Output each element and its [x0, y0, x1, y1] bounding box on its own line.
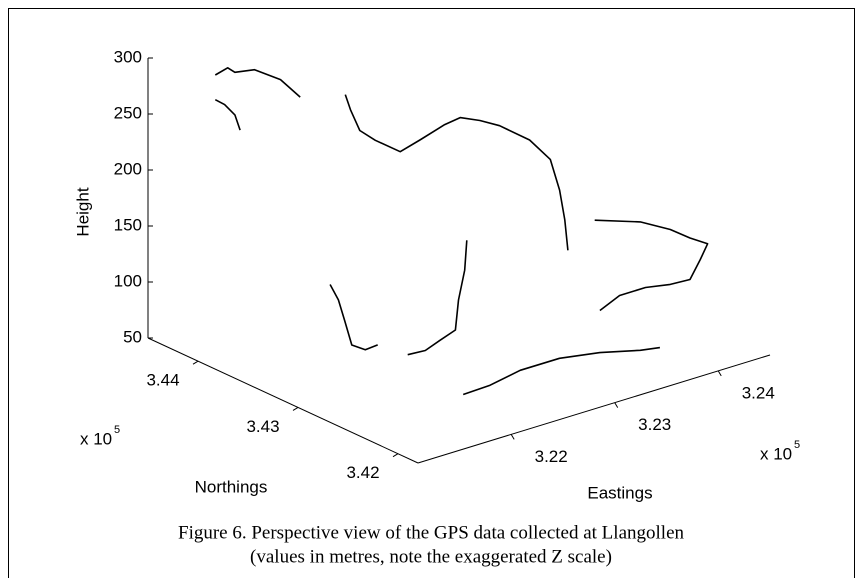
x-tick [717, 370, 722, 377]
z-tick-label: 300 [114, 47, 142, 66]
gps-track [344, 94, 569, 251]
gps-track [407, 240, 468, 356]
y-tick [392, 453, 399, 458]
x-tick-label: 3.24 [742, 383, 775, 402]
gps-track [594, 219, 709, 312]
x-tick-label: 3.22 [535, 447, 568, 466]
z-axis-label: Height [73, 187, 92, 236]
gps-track [214, 67, 301, 98]
z-tick-label: 150 [114, 215, 142, 234]
y-tick [192, 360, 199, 365]
y-tick-label: 3.43 [246, 417, 279, 436]
x-tick [614, 402, 619, 408]
y-tick-label: 3.42 [346, 463, 379, 482]
gps-track [329, 284, 378, 351]
gps-track [462, 346, 661, 396]
y-multiplier: x 10 [80, 429, 112, 448]
x-multiplier: x 10 [760, 444, 792, 463]
y-axis [147, 337, 419, 464]
x-tick-label: 3.23 [638, 415, 671, 434]
z-tick-label: 100 [114, 271, 142, 290]
caption-line: (values in metres, note the exaggerated … [250, 546, 612, 567]
z-tick-label: 250 [114, 103, 142, 122]
x-axis [417, 354, 771, 464]
z-tick-label: 200 [114, 159, 142, 178]
y-exponent: 5 [114, 424, 120, 436]
x-tick [510, 434, 515, 440]
y-tick [292, 407, 299, 411]
gps-track [214, 98, 241, 131]
frame [8, 8, 855, 578]
x-exponent: 5 [794, 439, 800, 451]
y-axis-label: Northings [195, 477, 268, 496]
x-axis-label: Eastings [587, 483, 652, 502]
y-tick-label: 3.44 [146, 371, 179, 390]
z-tick-label: 50 [123, 327, 142, 346]
caption-line: Figure 6. Perspective view of the GPS da… [178, 522, 684, 543]
